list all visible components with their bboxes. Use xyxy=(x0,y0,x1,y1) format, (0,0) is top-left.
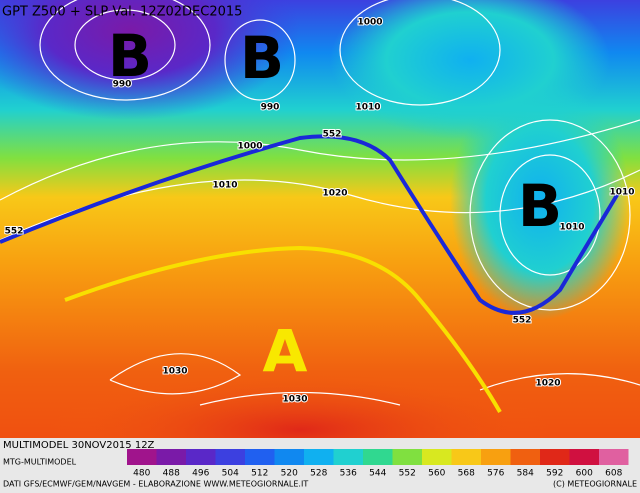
legend-value: 552 xyxy=(399,469,416,479)
contour-label: 1010 xyxy=(609,188,634,198)
legend-value: 480 xyxy=(133,469,150,479)
legend-swatch xyxy=(333,449,363,465)
low-core xyxy=(330,0,610,140)
contour-label: 1000 xyxy=(357,18,382,28)
contour-label: 990 xyxy=(113,80,132,90)
legend-value: 496 xyxy=(192,469,209,479)
contour-label: 552 xyxy=(5,227,24,237)
contour-label: 1010 xyxy=(559,223,584,233)
legend-value: 584 xyxy=(517,469,534,479)
legend-swatch xyxy=(481,449,511,465)
legend-value: 520 xyxy=(281,469,298,479)
low-core xyxy=(450,80,630,320)
legend-swatch xyxy=(245,449,275,465)
legend-swatch xyxy=(304,449,334,465)
model-label: MTG-MULTIMODEL xyxy=(3,458,77,467)
legend-value: 536 xyxy=(340,469,357,479)
legend-swatch xyxy=(540,449,570,465)
sources: DATI GFS/ECMWF/GEM/NAVGEM - ELABORAZIONE… xyxy=(3,480,308,489)
contour-label: 1010 xyxy=(212,181,237,191)
pressure-center: B xyxy=(518,172,562,240)
legend-value: 592 xyxy=(546,469,563,479)
map-title: GPT Z500 + SLP Val. 12Z02DEC2015 xyxy=(2,5,242,20)
contour-label: 990 xyxy=(261,103,280,113)
contour-label: 1000 xyxy=(237,142,262,152)
pressure-center: A xyxy=(263,317,308,385)
legend-swatch xyxy=(274,449,304,465)
contour-label: 1020 xyxy=(535,379,560,389)
legend-swatch xyxy=(363,449,393,465)
legend-swatch xyxy=(186,449,216,465)
legend-panel xyxy=(0,438,640,493)
legend-swatch xyxy=(127,449,157,465)
legend-swatch xyxy=(599,449,629,465)
contour-label: 1010 xyxy=(355,103,380,113)
pressure-center: B xyxy=(240,24,284,92)
contour-label: 1020 xyxy=(322,189,347,199)
legend-value: 560 xyxy=(428,469,445,479)
legend-swatch xyxy=(156,449,186,465)
run-label: MULTIMODEL 30NOV2015 12Z xyxy=(3,440,155,451)
legend-value: 608 xyxy=(605,469,622,479)
trough-line xyxy=(0,134,622,315)
legend-swatch xyxy=(215,449,245,465)
legend-value: 512 xyxy=(251,469,268,479)
contour-label: 1030 xyxy=(162,367,187,377)
legend-value: 576 xyxy=(487,469,504,479)
legend-value: 600 xyxy=(576,469,593,479)
legend-swatch xyxy=(422,449,452,465)
contour-label: 552 xyxy=(323,130,342,140)
contour-label: 1030 xyxy=(282,395,307,405)
ridge-line xyxy=(64,245,502,413)
legend-value: 528 xyxy=(310,469,327,479)
legend-value: 504 xyxy=(222,469,239,479)
legend-swatch xyxy=(510,449,540,465)
legend-swatch xyxy=(392,449,422,465)
contour-label: 552 xyxy=(513,316,532,326)
copyright: (C) METEOGIORNALE xyxy=(553,480,637,489)
pressure-center: B xyxy=(108,22,152,90)
legend-value: 544 xyxy=(369,469,386,479)
legend-swatch xyxy=(569,449,599,465)
isobars xyxy=(0,0,640,405)
legend-value: 568 xyxy=(458,469,475,479)
legend-swatch xyxy=(451,449,481,465)
legend-value: 488 xyxy=(163,469,180,479)
